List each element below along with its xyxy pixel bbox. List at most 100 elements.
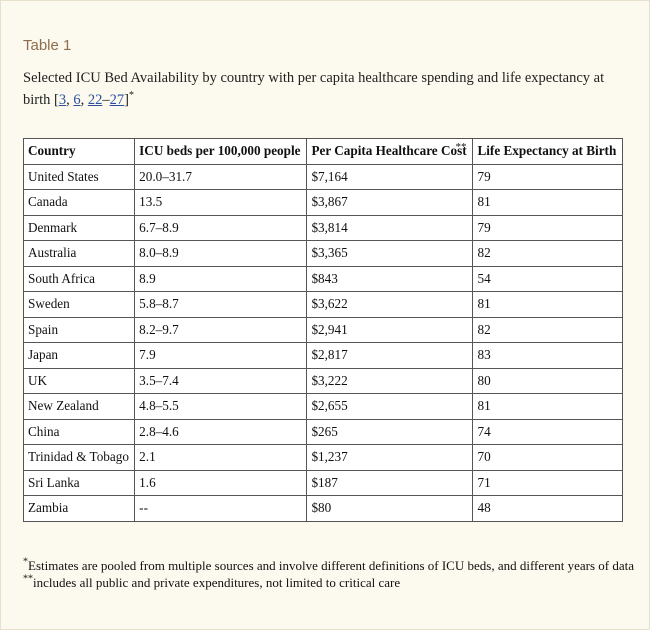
table-cell: 81	[472, 189, 623, 216]
footnote: **includes all public and private expend…	[23, 574, 634, 591]
reference-link[interactable]: 6	[73, 92, 81, 108]
table-cell: Canada	[22, 189, 136, 216]
table-cell: $3,622	[306, 291, 474, 318]
table-cell: 74	[472, 418, 623, 445]
table-row: Trinidad & Tobago 2.1 $1,237 70	[22, 444, 623, 471]
table-caption: Selected ICU Bed Availability by country…	[23, 67, 633, 111]
table-cell: 54	[472, 265, 623, 292]
table-cell: 81	[472, 291, 623, 318]
table-cell: 8.9	[134, 265, 308, 292]
table-row: Australia 8.0–8.9 $3,365 82	[22, 240, 623, 267]
table-cell: $265	[306, 418, 474, 445]
table-cell: 7.9	[134, 342, 308, 369]
footnote-text: includes all public and private expendit…	[33, 575, 401, 590]
table-cell: $1,237	[306, 444, 474, 471]
header-text: Life Expectancy at Birth	[477, 143, 617, 159]
table-row: South Africa 8.9 $843 54	[22, 265, 623, 292]
table-row: New Zealand 4.8–5.5 $2,655 81	[22, 393, 623, 420]
citation-text: ,	[80, 92, 88, 108]
citation-text: –	[102, 92, 110, 108]
caption-text: Selected ICU Bed Availability by country…	[23, 70, 605, 108]
footnote-text: Estimates are pooled from multiple sourc…	[28, 558, 635, 573]
table-row: Sweden 5.8–8.7 $3,622 81	[22, 291, 623, 318]
table-cell: Trinidad & Tobago	[22, 444, 136, 471]
table-cell: $3,365	[306, 240, 474, 267]
table-cell: South Africa	[22, 265, 136, 292]
header-text: ICU beds per 100,000 people	[139, 143, 301, 159]
table-cell: 48	[472, 495, 623, 522]
table-cell: 4.8–5.5	[134, 393, 308, 420]
table-cell: United States	[22, 163, 136, 190]
citation-text: [	[54, 92, 59, 108]
table-row: Spain 8.2–9.7 $2,941 82	[22, 316, 623, 343]
table-row: Canada 13.5 $3,867 81	[22, 189, 623, 216]
table-cell: --	[134, 495, 308, 522]
footnote: *Estimates are pooled from multiple sour…	[23, 557, 634, 574]
table-cell: 79	[472, 163, 623, 190]
citation-text: ,	[66, 92, 74, 108]
table-cell: 1.6	[134, 469, 308, 496]
citation-text: ]	[124, 92, 129, 108]
table-cell: 71	[472, 469, 623, 496]
footnote-marker: **	[23, 573, 33, 585]
table-cell: $2,655	[306, 393, 474, 420]
table-cell: 5.8–8.7	[134, 291, 308, 318]
table-row: Zambia -- $80 48	[22, 495, 623, 522]
column-header: Country	[22, 138, 136, 165]
table-cell: $80	[306, 495, 474, 522]
table-cell: Australia	[22, 240, 136, 267]
table-cell: 81	[472, 393, 623, 420]
footnote-marker: *	[23, 556, 28, 568]
table-cell: 80	[472, 367, 623, 394]
table-row: Denmark 6.7–8.9 $3,814 79	[22, 214, 623, 241]
table-row: Japan 7.9 $2,817 83	[22, 342, 623, 369]
table-row: UK 3.5–7.4 $3,222 80	[22, 367, 623, 394]
reference-link[interactable]: 3	[58, 92, 67, 108]
header-text: Country	[28, 143, 76, 159]
table-cell: Denmark	[22, 214, 136, 241]
column-header: ICU beds per 100,000 people	[134, 138, 308, 165]
table-cell: Spain	[22, 316, 136, 343]
header-text: Per Capita Healthcare Cost	[311, 143, 467, 159]
table-cell: 2.1	[134, 444, 308, 471]
table-cell: 82	[472, 240, 623, 267]
table-cell: 70	[472, 444, 623, 471]
table-cell: $7,164	[306, 163, 474, 190]
table-cell: $843	[306, 265, 474, 292]
header-row: Country ICU beds per 100,000 people Per Ca…	[22, 138, 623, 165]
table-cell: 82	[472, 316, 623, 343]
table-cell: $3,867	[306, 189, 474, 216]
table-cell: UK	[22, 367, 136, 394]
column-header: Per Capita Healthcare Cost **	[306, 138, 474, 165]
column-header: Life Expectancy at Birth	[472, 138, 623, 165]
table-cell: 8.2–9.7	[134, 316, 308, 343]
reference-link[interactable]: 22	[87, 92, 103, 108]
table-cell: $2,941	[306, 316, 474, 343]
table-cell: 2.8–4.6	[134, 418, 308, 445]
table-cell: China	[22, 418, 136, 445]
table-cell: 79	[472, 214, 623, 241]
table-cell: Japan	[22, 342, 136, 369]
footnote-marker: *	[128, 90, 134, 102]
data-table: Country ICU beds per 100,000 people Per Ca…	[22, 138, 623, 522]
table-cell: $3,222	[306, 367, 474, 394]
table-row: United States 20.0–31.7 $7,164 79	[22, 163, 623, 190]
reference-link[interactable]: 27	[109, 92, 125, 108]
table-cell: New Zealand	[22, 393, 136, 420]
table-cell: 13.5	[134, 189, 308, 216]
table-cell: $2,817	[306, 342, 474, 369]
table-cell: $187	[306, 469, 474, 496]
table-cell: Sweden	[22, 291, 136, 318]
table-cell: Sri Lanka	[22, 469, 136, 496]
table-label: Table 1	[23, 37, 72, 54]
table-cell: 20.0–31.7	[134, 163, 308, 190]
table-cell: 6.7–8.9	[134, 214, 308, 241]
table-cell: 3.5–7.4	[134, 367, 308, 394]
footnotes: *Estimates are pooled from multiple sour…	[23, 557, 634, 591]
table-row: China 2.8–4.6 $265 74	[22, 418, 623, 445]
table-cell: 8.0–8.9	[134, 240, 308, 267]
table-cell: 83	[472, 342, 623, 369]
table-row: Sri Lanka 1.6 $187 71	[22, 469, 623, 496]
